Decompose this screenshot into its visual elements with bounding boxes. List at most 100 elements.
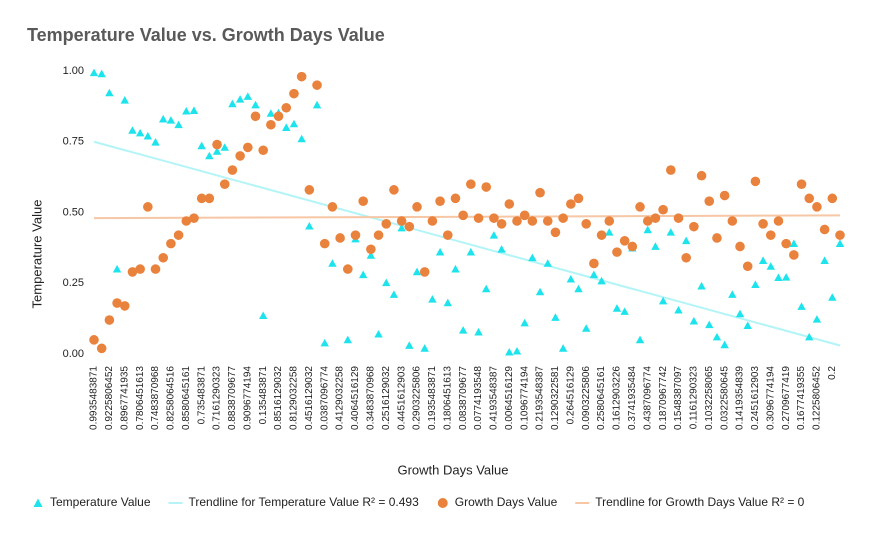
point — [828, 293, 837, 301]
point — [320, 338, 329, 347]
point — [673, 213, 684, 223]
point — [143, 131, 153, 140]
point — [781, 273, 791, 281]
point — [89, 68, 99, 77]
chart-title: Temperature Value vs. Growth Days Value — [27, 25, 385, 45]
point — [551, 313, 560, 321]
x-tick-label: 0.3483870968 — [366, 366, 377, 430]
x-tick-label: 0.1419354839 — [735, 366, 746, 430]
point — [412, 267, 422, 276]
point — [343, 335, 352, 344]
point — [127, 267, 138, 277]
point — [558, 213, 568, 223]
point — [443, 298, 452, 307]
point — [704, 196, 715, 206]
point — [727, 216, 738, 226]
x-tick-label: 0.4451612903 — [396, 366, 407, 430]
point — [612, 247, 622, 257]
point — [489, 231, 499, 239]
point — [420, 344, 429, 352]
point — [396, 216, 407, 226]
point — [428, 295, 437, 303]
x-tick-label: 0.7806451613 — [135, 366, 146, 430]
point — [512, 216, 522, 226]
point — [596, 230, 607, 240]
point — [104, 315, 115, 325]
point — [196, 193, 207, 204]
point — [535, 187, 545, 198]
point — [220, 143, 229, 151]
point — [289, 88, 299, 99]
point — [397, 223, 406, 232]
point — [504, 199, 515, 209]
x-tick-label: 0.4129032258 — [335, 366, 346, 430]
legend-marker — [33, 498, 43, 507]
trendline — [93, 140, 841, 347]
point — [212, 139, 222, 150]
x-tick-label: 0.8129032258 — [289, 366, 300, 430]
point — [381, 219, 392, 229]
point — [512, 346, 522, 355]
point — [519, 210, 530, 221]
point — [159, 114, 168, 123]
x-tick-label: 0.0322580645 — [719, 366, 730, 430]
point — [205, 151, 214, 160]
point — [812, 202, 822, 212]
point — [589, 270, 599, 279]
point — [158, 252, 169, 263]
x-tick-label: 0.1806451613 — [442, 366, 453, 430]
point — [435, 247, 445, 256]
x-tick-label: 0.264516129 — [565, 366, 576, 425]
point — [135, 264, 145, 274]
point — [312, 80, 322, 90]
point — [528, 253, 537, 262]
point — [358, 196, 368, 206]
point — [389, 290, 399, 298]
point — [450, 193, 461, 204]
point — [174, 120, 183, 129]
point — [705, 320, 714, 329]
point — [212, 147, 222, 155]
point — [550, 227, 561, 238]
point — [620, 307, 629, 315]
y-tick-label: 0.75 — [63, 136, 84, 148]
point — [589, 258, 599, 269]
x-tick-label: 0.2 — [827, 366, 838, 380]
x-tick-label: 0.1677419355 — [796, 366, 807, 430]
point — [765, 230, 776, 240]
point — [582, 324, 591, 332]
x-tick-label: 0.1548387097 — [673, 366, 684, 430]
point — [466, 247, 476, 256]
point — [697, 281, 706, 290]
point — [712, 332, 722, 341]
point — [366, 251, 376, 259]
point — [635, 335, 645, 344]
x-tick-label: 0.2451612903 — [750, 366, 761, 430]
point — [112, 264, 122, 273]
point — [458, 326, 468, 334]
point — [635, 202, 645, 212]
point — [435, 196, 445, 206]
point — [566, 199, 576, 209]
x-axis-title: Growth Days Value — [397, 462, 508, 477]
x-tick-label: 0.0903225806 — [581, 366, 592, 430]
point — [319, 238, 330, 249]
x-tick-label: 0.4387096774 — [642, 366, 653, 430]
point — [666, 228, 676, 236]
point — [151, 138, 160, 146]
point — [689, 316, 699, 325]
point — [612, 304, 622, 312]
point — [758, 219, 768, 229]
point — [173, 230, 184, 240]
point — [527, 216, 538, 226]
point — [712, 233, 722, 243]
x-tick-label: 0.1935483871 — [427, 366, 438, 430]
point — [305, 221, 314, 230]
point — [328, 259, 337, 267]
point — [358, 270, 368, 279]
point — [797, 302, 806, 310]
x-tick-label: 0.2516129032 — [381, 366, 392, 430]
x-tick-label: 0.1096774194 — [519, 366, 530, 430]
point — [805, 332, 814, 341]
